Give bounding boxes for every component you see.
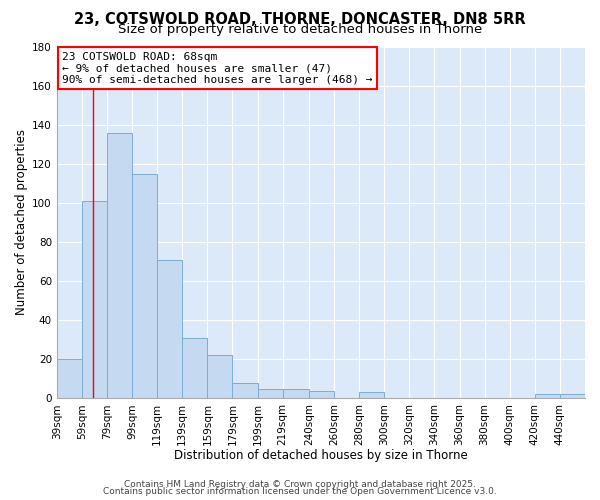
- Bar: [232, 382, 257, 398]
- Bar: [107, 132, 132, 398]
- Text: Contains HM Land Registry data © Crown copyright and database right 2025.: Contains HM Land Registry data © Crown c…: [124, 480, 476, 489]
- Y-axis label: Number of detached properties: Number of detached properties: [15, 130, 28, 316]
- Text: Size of property relative to detached houses in Thorne: Size of property relative to detached ho…: [118, 22, 482, 36]
- Bar: [560, 394, 585, 398]
- Bar: [182, 338, 208, 398]
- Bar: [82, 201, 107, 398]
- Bar: [57, 360, 82, 399]
- Text: Contains public sector information licensed under the Open Government Licence v3: Contains public sector information licen…: [103, 487, 497, 496]
- Bar: [535, 394, 560, 398]
- Text: 23 COTSWOLD ROAD: 68sqm
← 9% of detached houses are smaller (47)
90% of semi-det: 23 COTSWOLD ROAD: 68sqm ← 9% of detached…: [62, 52, 373, 85]
- X-axis label: Distribution of detached houses by size in Thorne: Distribution of detached houses by size …: [174, 450, 468, 462]
- Bar: [157, 260, 182, 398]
- Bar: [283, 388, 309, 398]
- Bar: [309, 390, 334, 398]
- Bar: [208, 356, 232, 399]
- Text: 23, COTSWOLD ROAD, THORNE, DONCASTER, DN8 5RR: 23, COTSWOLD ROAD, THORNE, DONCASTER, DN…: [74, 12, 526, 28]
- Bar: [257, 388, 283, 398]
- Bar: [359, 392, 384, 398]
- Bar: [132, 174, 157, 398]
